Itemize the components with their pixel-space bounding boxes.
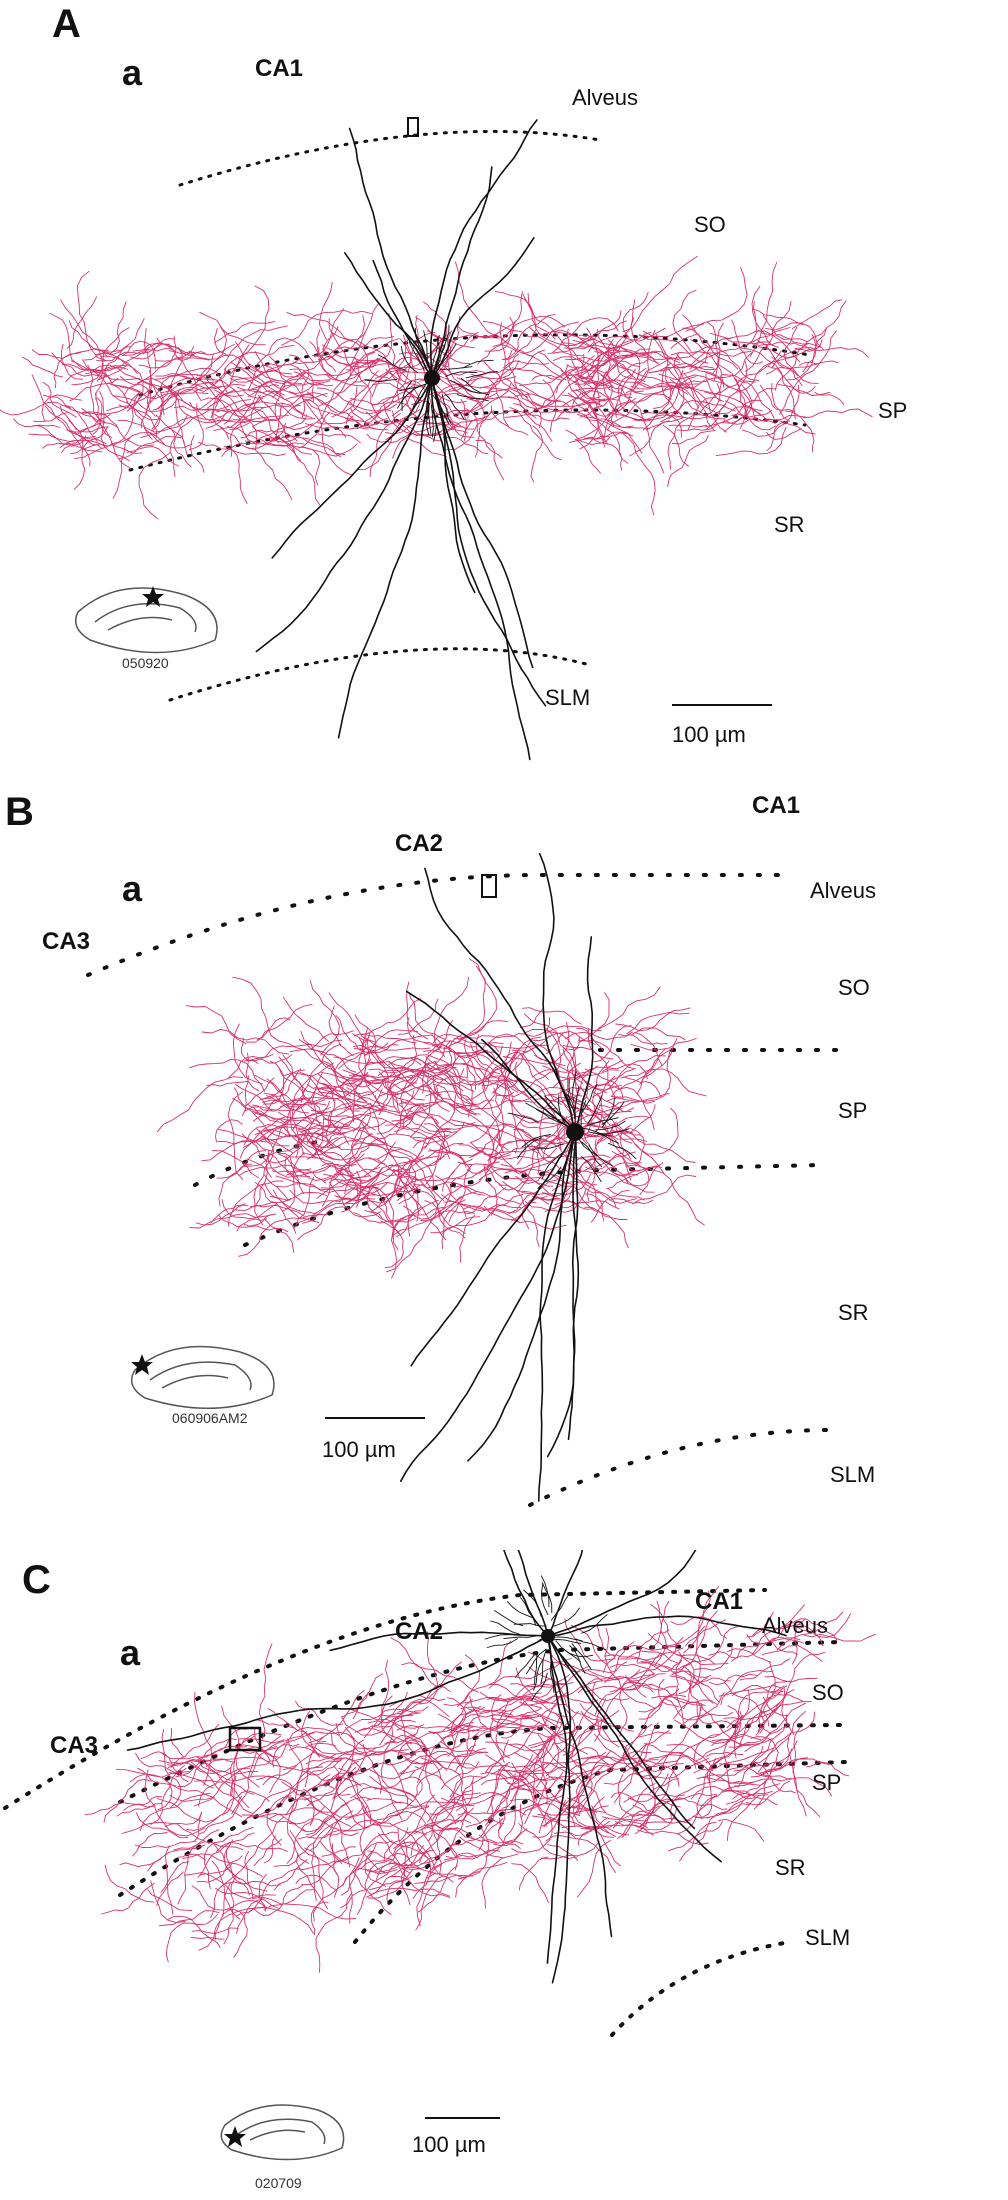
layer-label-sp: SP (838, 1098, 868, 1123)
sp-sr-boundary (118, 1723, 842, 1897)
slice-id: 020709 (255, 2175, 302, 2191)
panel-c: C a CA2 CA1 CA3 Alveus SO SP SR SLM 100 … (0, 1550, 1008, 2200)
sr-slm-boundary (353, 1760, 847, 1944)
inset-box (407, 117, 419, 137)
subpanel-letter: a (122, 868, 143, 909)
alveus-so-boundary (178, 129, 602, 187)
sr-slm-boundary (168, 647, 592, 702)
region-label-ca3: CA3 (42, 928, 91, 955)
layer-label-sr: SR (774, 512, 805, 537)
star-icon (224, 2126, 246, 2147)
panel-a: A a CA1 Alveus SO SP SR SLM 100 µm 05092… (0, 0, 1008, 780)
inset-box (481, 874, 497, 898)
panel-letter: A (52, 2, 81, 46)
panel-c-drawing (3, 1550, 876, 2161)
scale-bar-label: 100 µm (322, 1437, 396, 1462)
panel-b: B a CA2 CA1 CA3 Alveus SO SP SR SLM 100 … (0, 780, 1008, 1550)
slice-id: 060906AM2 (172, 1410, 248, 1426)
axon-arbor (0, 255, 873, 520)
region-label-ca1: CA1 (255, 55, 304, 82)
region-label-ca1: CA1 (695, 1588, 744, 1615)
axon-arbor (84, 1586, 876, 1973)
layer-label-slm: SLM (830, 1462, 876, 1487)
alveus-so-boundary (3, 1588, 767, 1810)
alveus-so-boundary (86, 873, 792, 977)
layer-label-sp: SP (812, 1770, 842, 1795)
star-icon (142, 586, 164, 607)
layer-label-alveus: Alveus (762, 1613, 829, 1638)
slm-lower-boundary (610, 1940, 792, 2037)
region-label-ca2: CA2 (395, 1618, 444, 1645)
dendritic-tree (255, 119, 547, 761)
panel-b-drawing (86, 853, 852, 1507)
sp-sr-boundary (128, 408, 807, 472)
layer-boundaries (128, 129, 812, 702)
scale-bar-label: 100 µm (412, 2132, 486, 2157)
inset-box (228, 1726, 262, 1752)
layer-label-so: SO (694, 212, 726, 237)
layer-label-alveus: Alveus (810, 878, 877, 903)
subpanel-letter: a (122, 52, 143, 93)
sr-slm-boundary (528, 1428, 832, 1507)
region-label-ca2: CA2 (395, 830, 444, 857)
soma (424, 370, 440, 386)
hippocampus-icon (130, 1345, 275, 1409)
star-icon (131, 1354, 153, 1375)
dendritic-tree (126, 1550, 787, 1984)
hippocampus-icon (220, 2104, 345, 2161)
panel-letter: C (22, 1558, 51, 1602)
layer-label-sr: SR (838, 1300, 869, 1325)
layer-label-alveus: Alveus (572, 85, 639, 110)
slice-id: 050920 (122, 655, 169, 671)
panel-a-drawing (0, 117, 873, 761)
region-label-ca1: CA1 (752, 792, 801, 819)
axon-arbor (156, 958, 707, 1279)
layer-label-slm: SLM (545, 685, 591, 710)
layer-label-sp: SP (878, 398, 908, 423)
panel-letter: B (5, 790, 34, 834)
subpanel-letter: a (120, 1632, 141, 1673)
so-sp-boundary (138, 333, 812, 397)
layer-label-so: SO (838, 975, 870, 1000)
soma (566, 1123, 584, 1141)
region-label-ca3: CA3 (50, 1732, 99, 1759)
hippocampus-icon (75, 587, 218, 654)
dendritic-tree (400, 853, 637, 1502)
soma (541, 1629, 555, 1643)
layer-label-sr: SR (775, 1855, 806, 1880)
scale-bar-label: 100 µm (672, 722, 746, 747)
layer-label-slm: SLM (805, 1925, 851, 1950)
layer-label-so: SO (812, 1680, 844, 1705)
